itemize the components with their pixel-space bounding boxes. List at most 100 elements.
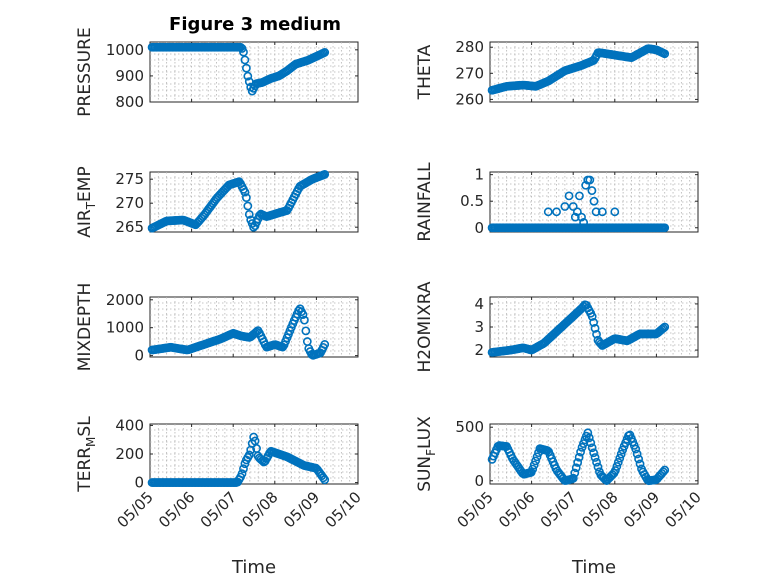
x-tick-label: 05/08 [578,488,621,531]
data-point [589,318,599,327]
y-tick-label: 0 [474,472,484,490]
y-tick-label: 1000 [106,41,144,59]
data-point [532,452,542,462]
data-point [591,207,601,217]
y-tick-label: 2 [474,341,484,359]
data-point [301,326,311,336]
data-point [660,49,670,59]
data-point [240,187,250,197]
subplot-6: 2 3 4 H2OMIXRA [415,281,699,373]
data-point [615,453,625,463]
data-point [543,207,553,217]
y-tick-label: 0 [134,474,144,492]
data-point [300,315,309,325]
y-tick-label: 275 [115,170,144,188]
data-point [597,207,607,217]
data-point [318,473,328,483]
data-point [573,458,583,467]
data-point [552,207,561,217]
data-point [572,207,582,217]
data-point [320,340,330,349]
y-tick-label: 260 [455,90,484,108]
x-axis-label: Time [571,557,616,578]
data-point [660,322,670,332]
x-tick-label: 05/07 [197,488,240,531]
data-point [244,450,254,460]
data-point [634,454,644,464]
data-point [613,457,623,467]
x-tick-label: 05/06 [155,488,198,531]
y-tick-label: 265 [115,218,144,236]
data-point [320,169,330,179]
y-axis-label-part: LUX [415,416,435,449]
data-point [593,462,603,472]
data-point [631,444,641,454]
data-point [298,310,308,320]
y-tick-label: 270 [455,64,484,82]
y-axis-label-part: SUN [415,456,435,492]
y-tick-label: 1 [474,166,484,184]
y-tick-label: 200 [115,445,144,463]
y-tick-label: 2000 [106,291,144,309]
y-tick-label: 0 [474,219,484,237]
data-point [249,432,259,442]
data-point [660,223,670,233]
data-point [660,465,670,475]
x-tick-label: 05/10 [322,488,365,531]
data-point [632,449,642,459]
x-tick-label: 05/09 [620,488,663,531]
data-point [320,475,330,485]
y-tick-label: 280 [455,38,484,56]
data-point [571,463,581,473]
data-point [583,428,593,438]
y-axis-label: RAINFALL [415,162,435,242]
data-point [658,323,668,333]
x-axis-label: Time [231,557,276,578]
data-point [586,438,596,448]
x-tick-label: 05/10 [662,488,705,531]
y-tick-label: 400 [115,416,144,434]
data-point [528,464,538,474]
y-axis-label-part: AIR [75,209,95,238]
data-point [585,175,595,185]
data-point [564,191,574,201]
data-point [575,191,584,201]
data-point [243,201,253,211]
data-point [610,466,620,475]
x-tick-label: 05/09 [280,488,323,531]
x-tick-label: 05/05 [114,488,157,531]
y-axis-label: PRESSURE [75,27,95,116]
data-point [581,180,591,190]
data-point [320,48,330,57]
x-tick-label: 05/06 [495,488,538,531]
data-point [635,459,645,469]
data-point [237,469,247,479]
figure-title: Figure 3 medium [169,14,341,35]
y-tick-label: 900 [115,67,144,85]
subplot-2: 260 270 280 THETA [415,38,699,108]
y-tick-label: 500 [455,418,484,436]
subplot-4: 0 0.5 1 RAINFALL [415,162,699,242]
y-tick-label: 0 [134,347,144,365]
y-axis-label-subscript: M [84,437,98,447]
data-point [577,212,586,222]
y-axis-label-subscript: F [424,449,438,456]
data-point [587,443,597,453]
y-axis-label-subscript: T [84,201,98,210]
data-point [590,453,600,462]
data-point [590,323,600,333]
y-axis-label-part: EMP [75,166,95,202]
data-point [570,212,580,222]
data-point [568,202,578,211]
data-point [243,71,253,81]
data-point [587,186,597,195]
y-axis-label: MIXDEPTH [75,283,95,372]
subplot-1: 800 900 1000 PRESSURE [75,27,359,117]
y-axis-label: TERRMSL [75,416,98,493]
data-point [241,63,251,73]
data-point [610,207,620,217]
data-point [531,456,541,466]
y-tick-label: 1000 [106,319,144,337]
data-point [241,193,251,203]
